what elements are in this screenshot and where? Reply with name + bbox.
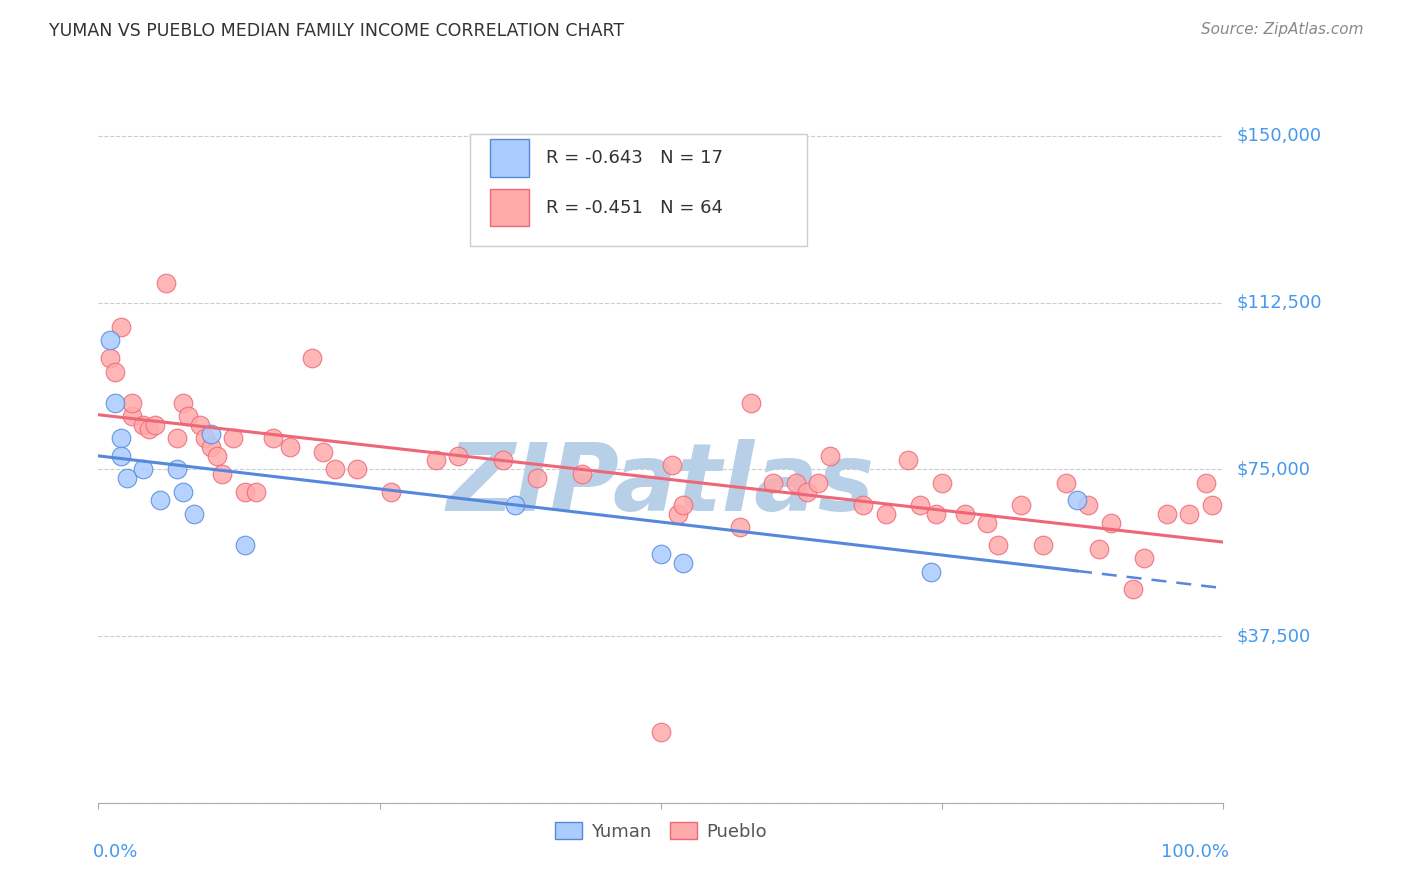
Text: $150,000: $150,000: [1237, 127, 1322, 145]
Point: [571, 467, 593, 481]
Point: [425, 453, 447, 467]
Text: R = -0.451   N = 64: R = -0.451 N = 64: [546, 199, 723, 217]
Point: [245, 484, 267, 499]
Point: [132, 417, 155, 432]
Point: [1077, 498, 1099, 512]
Point: [98, 334, 121, 348]
Text: $37,500: $37,500: [1237, 627, 1310, 645]
Point: [1099, 516, 1122, 530]
Point: [1178, 507, 1201, 521]
Point: [166, 462, 188, 476]
Point: [222, 431, 245, 445]
Point: [807, 475, 830, 490]
Point: [121, 395, 143, 409]
Point: [1133, 551, 1156, 566]
Text: 100.0%: 100.0%: [1161, 843, 1229, 861]
Point: [953, 507, 976, 521]
Point: [1010, 498, 1032, 512]
Point: [908, 498, 931, 512]
Point: [121, 409, 143, 423]
Point: [1122, 582, 1144, 597]
Point: [110, 449, 132, 463]
Point: [233, 538, 256, 552]
Point: [1066, 493, 1088, 508]
Text: 0.0%: 0.0%: [93, 843, 138, 861]
Point: [233, 484, 256, 499]
Point: [503, 498, 526, 512]
Point: [976, 516, 998, 530]
Point: [183, 507, 205, 521]
Point: [666, 507, 689, 521]
Point: [672, 556, 695, 570]
Point: [104, 364, 127, 378]
Point: [650, 724, 672, 739]
Point: [1156, 507, 1178, 521]
Point: [852, 498, 875, 512]
Point: [110, 320, 132, 334]
Point: [526, 471, 548, 485]
Text: Source: ZipAtlas.com: Source: ZipAtlas.com: [1201, 22, 1364, 37]
Point: [897, 453, 920, 467]
Point: [728, 520, 751, 534]
Point: [104, 395, 127, 409]
Point: [1054, 475, 1077, 490]
Bar: [489, 139, 529, 177]
Point: [110, 431, 132, 445]
Point: [740, 395, 762, 409]
Point: [194, 431, 217, 445]
Legend: Yuman, Pueblo: Yuman, Pueblo: [548, 815, 773, 848]
Point: [1032, 538, 1054, 552]
Point: [155, 276, 177, 290]
Point: [987, 538, 1010, 552]
Point: [796, 484, 818, 499]
Point: [149, 493, 172, 508]
Point: [200, 440, 222, 454]
Point: [115, 471, 138, 485]
Point: [172, 484, 194, 499]
Point: [925, 507, 948, 521]
Text: ZIPatlas: ZIPatlas: [447, 439, 875, 531]
Point: [492, 453, 515, 467]
Text: R = -0.643   N = 17: R = -0.643 N = 17: [546, 149, 723, 167]
Point: [920, 565, 942, 579]
Point: [143, 417, 166, 432]
Text: $75,000: $75,000: [1237, 460, 1310, 478]
Point: [98, 351, 121, 366]
Point: [672, 498, 695, 512]
Bar: [489, 189, 529, 227]
Point: [188, 417, 211, 432]
Point: [205, 449, 228, 463]
Point: [177, 409, 200, 423]
Text: $112,500: $112,500: [1237, 293, 1322, 311]
FancyBboxPatch shape: [470, 135, 807, 246]
Point: [200, 426, 222, 441]
Point: [818, 449, 841, 463]
Point: [211, 467, 233, 481]
Point: [262, 431, 284, 445]
Point: [166, 431, 188, 445]
Point: [138, 422, 160, 436]
Point: [661, 458, 683, 472]
Point: [875, 507, 897, 521]
Point: [1201, 498, 1223, 512]
Point: [1195, 475, 1218, 490]
Point: [323, 462, 346, 476]
Point: [301, 351, 323, 366]
Point: [132, 462, 155, 476]
Point: [380, 484, 402, 499]
Point: [1088, 542, 1111, 557]
Text: YUMAN VS PUEBLO MEDIAN FAMILY INCOME CORRELATION CHART: YUMAN VS PUEBLO MEDIAN FAMILY INCOME COR…: [49, 22, 624, 40]
Point: [931, 475, 953, 490]
Point: [650, 547, 672, 561]
Point: [762, 475, 785, 490]
Point: [346, 462, 368, 476]
Point: [172, 395, 194, 409]
Point: [447, 449, 470, 463]
Point: [312, 444, 335, 458]
Point: [278, 440, 301, 454]
Point: [785, 475, 807, 490]
